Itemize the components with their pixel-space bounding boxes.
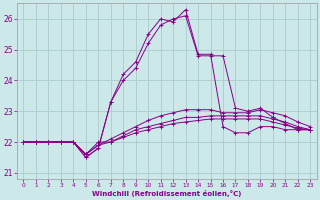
X-axis label: Windchill (Refroidissement éolien,°C): Windchill (Refroidissement éolien,°C): [92, 190, 242, 197]
